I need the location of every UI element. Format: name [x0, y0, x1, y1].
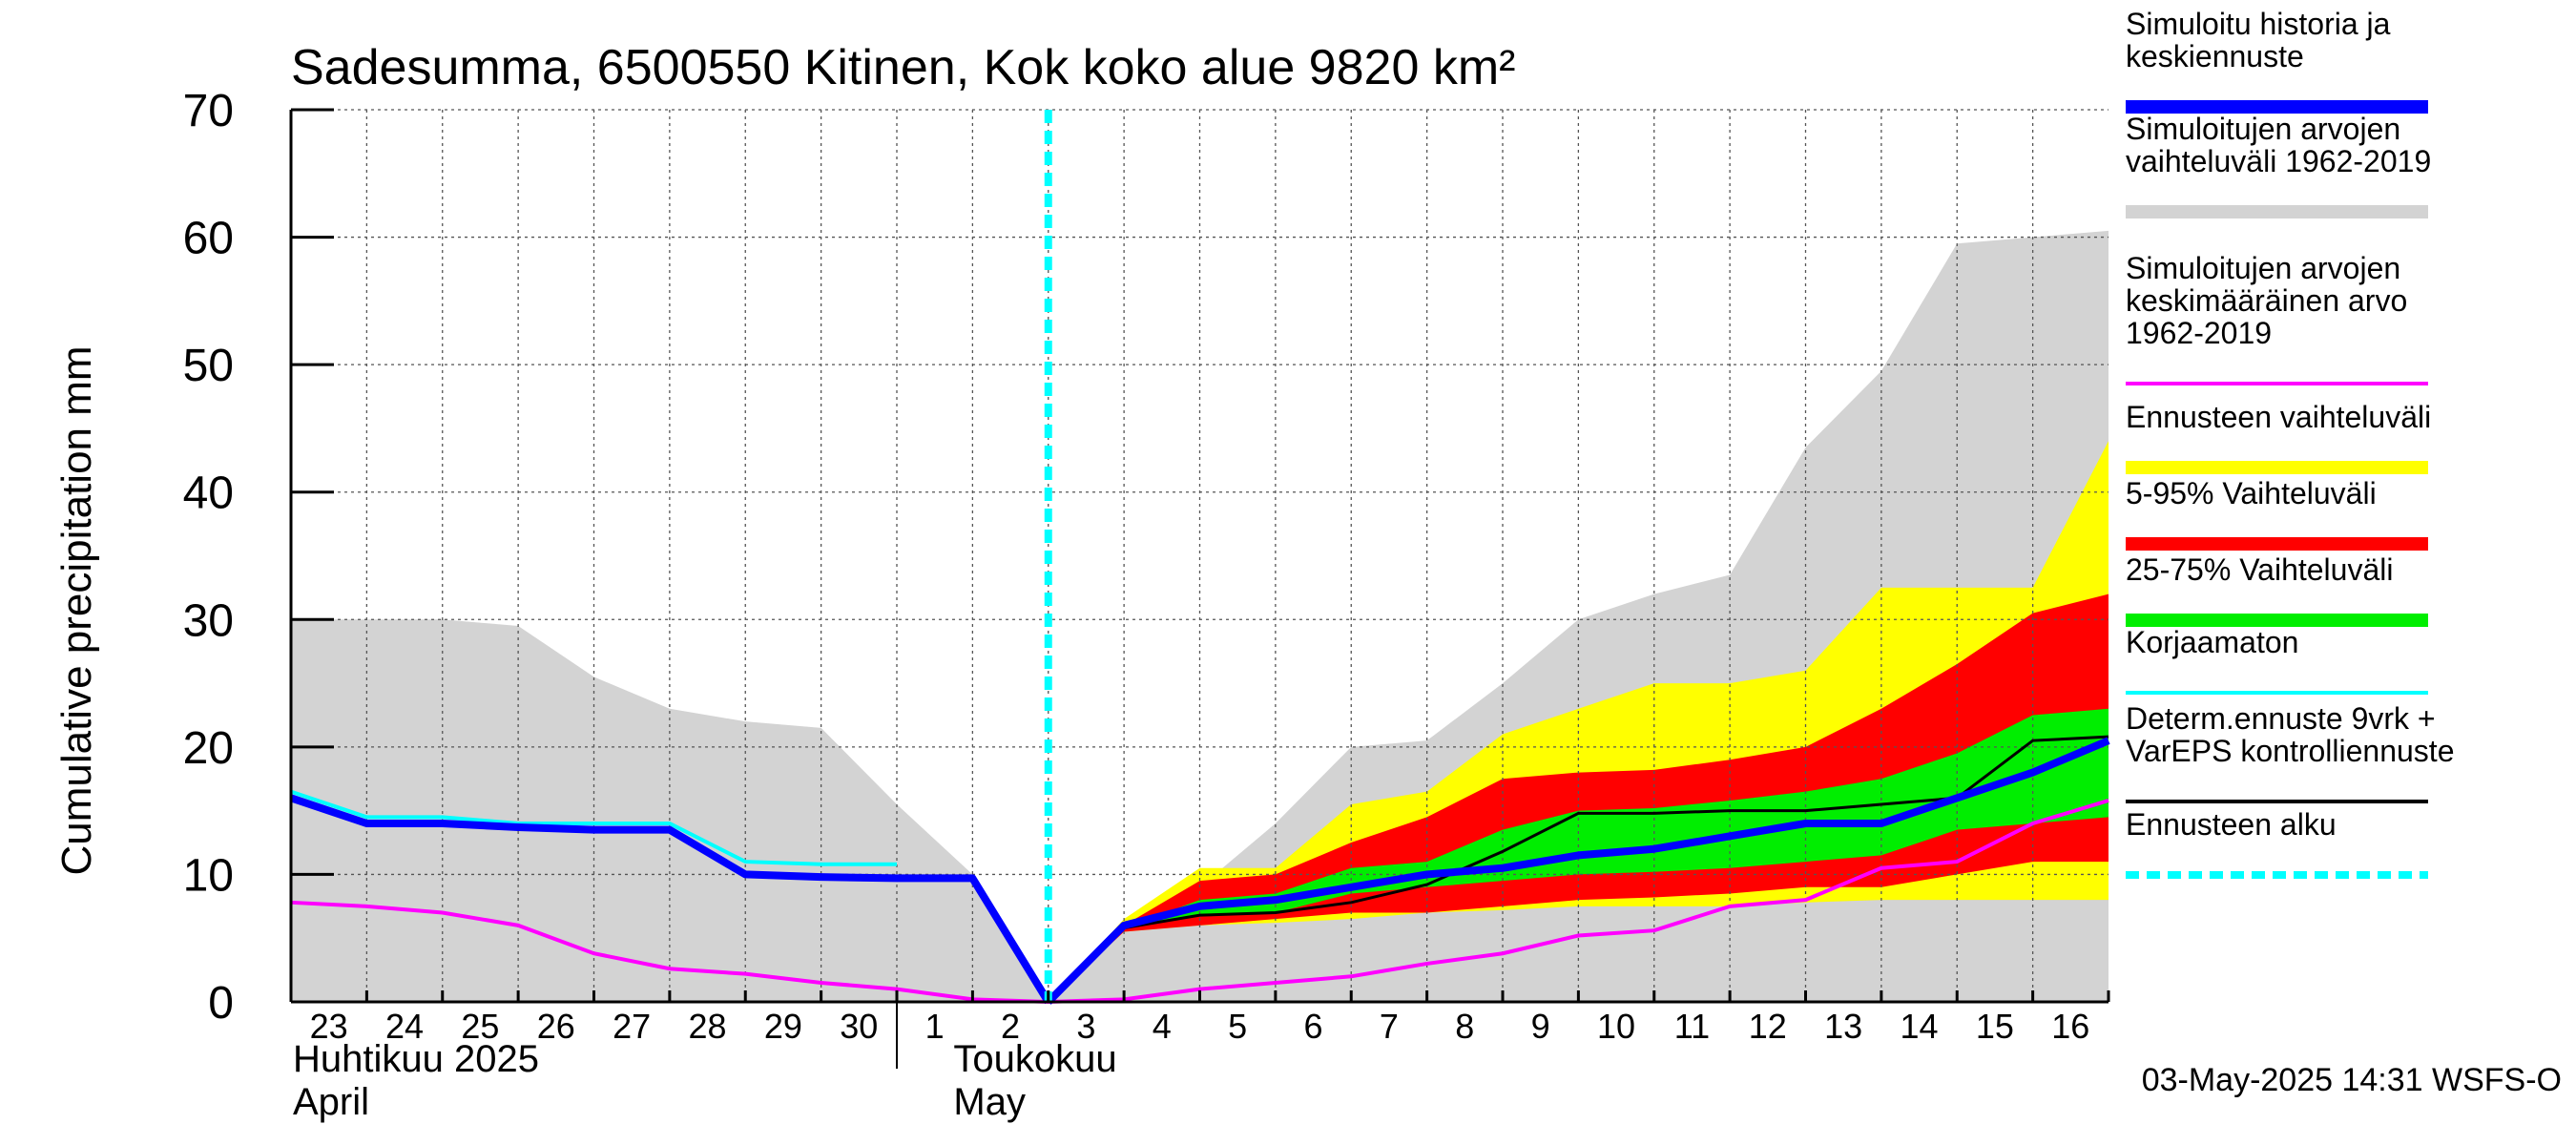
legend-label: Korjaamaton: [2126, 625, 2298, 659]
x-tick-label: 9: [1531, 1007, 1550, 1046]
month-label-english: April: [293, 1081, 369, 1123]
y-tick-label: 40: [183, 468, 234, 519]
x-tick-label: 1: [925, 1007, 945, 1046]
legend-label: Ennusteen alku: [2126, 807, 2337, 842]
x-tick-label: 30: [840, 1007, 878, 1046]
x-tick-label: 10: [1597, 1007, 1635, 1046]
x-tick-label: 23: [310, 1007, 348, 1046]
x-tick-label: 26: [537, 1007, 575, 1046]
x-tick-label: 16: [2051, 1007, 2089, 1046]
legend-item: Ennusteen alku: [2126, 807, 2428, 879]
legend-item: Korjaamaton: [2126, 625, 2428, 695]
y-axis-label: Cumulative precipitation mm: [53, 345, 100, 875]
x-tick-label: 2: [1001, 1007, 1020, 1046]
y-tick-label: 70: [183, 86, 234, 136]
legend-item: Determ.ennuste 9vrk +VarEPS kontrollienn…: [2126, 701, 2454, 803]
month-label-english: May: [953, 1081, 1026, 1123]
legend-label: Determ.ennuste 9vrk +: [2126, 701, 2436, 736]
legend-label: Simuloitujen arvojen: [2126, 251, 2400, 285]
legend-item: 5-95% Vaihteluväli: [2126, 476, 2428, 551]
y-tick-label: 10: [183, 850, 234, 901]
x-tick-label: 4: [1153, 1007, 1172, 1046]
mean-forecast-line: [1045, 737, 2110, 1005]
y-tick-label: 20: [183, 723, 234, 774]
x-tick-label: 6: [1304, 1007, 1323, 1046]
month-label: Huhtikuu 2025: [293, 1038, 539, 1080]
x-tick-label: 15: [1976, 1007, 2014, 1046]
y-tick-label: 0: [208, 978, 234, 1029]
simulated-history-line: [289, 794, 1052, 1005]
legend-label: 1962-2019: [2126, 316, 2272, 350]
x-tick-label: 12: [1749, 1007, 1787, 1046]
legend-label: vaihteluväli 1962-2019: [2126, 144, 2431, 178]
x-tick-label: 14: [1901, 1007, 1939, 1046]
deterministic-forecast-line: [1047, 735, 2109, 1004]
legend-label: keskiennuste: [2126, 39, 2304, 73]
legend-label: Simuloitu historia ja: [2126, 7, 2391, 41]
uncorrected-line: [290, 789, 897, 866]
x-tick-label: 8: [1455, 1007, 1474, 1046]
plot-area: [289, 109, 2110, 1005]
y-tick-label: 30: [183, 595, 234, 646]
x-tick-label: 24: [385, 1007, 424, 1046]
month-label: Toukokuu: [953, 1038, 1116, 1080]
x-tick-label: 7: [1380, 1007, 1399, 1046]
x-tick-label: 5: [1228, 1007, 1247, 1046]
y-tick-label: 50: [183, 341, 234, 391]
chart-title: Sadesumma, 6500550 Kitinen, Kok koko alu…: [291, 40, 1515, 95]
x-tick-label: 3: [1076, 1007, 1095, 1046]
legend-item: 25-75% Vaihteluväli: [2126, 552, 2428, 627]
legend-item: Ennusteen vaihteluväli: [2126, 400, 2431, 474]
legend-label: 25-75% Vaihteluväli: [2126, 552, 2393, 587]
legend-label: Ennusteen vaihteluväli: [2126, 400, 2431, 434]
x-tick-label: 29: [764, 1007, 802, 1046]
x-tick-label: 27: [613, 1007, 651, 1046]
x-tick-label: 28: [689, 1007, 727, 1046]
historical-mean-line: [290, 799, 2109, 1005]
footer-timestamp: 03-May-2025 14:31 WSFS-O: [2142, 1062, 2562, 1098]
legend: Simuloitu historia jakeskiennusteSimuloi…: [2126, 7, 2454, 879]
legend-label: VarEPS kontrolliennuste: [2126, 734, 2454, 768]
x-tick-label: 25: [461, 1007, 499, 1046]
x-tick-label: 13: [1824, 1007, 1862, 1046]
legend-label: 5-95% Vaihteluväli: [2126, 476, 2377, 510]
legend-label: keskimääräinen arvo: [2126, 283, 2407, 318]
x-tick-label: 11: [1674, 1007, 1710, 1046]
y-tick-label: 60: [183, 214, 234, 264]
legend-label: Simuloitujen arvojen: [2126, 112, 2400, 146]
